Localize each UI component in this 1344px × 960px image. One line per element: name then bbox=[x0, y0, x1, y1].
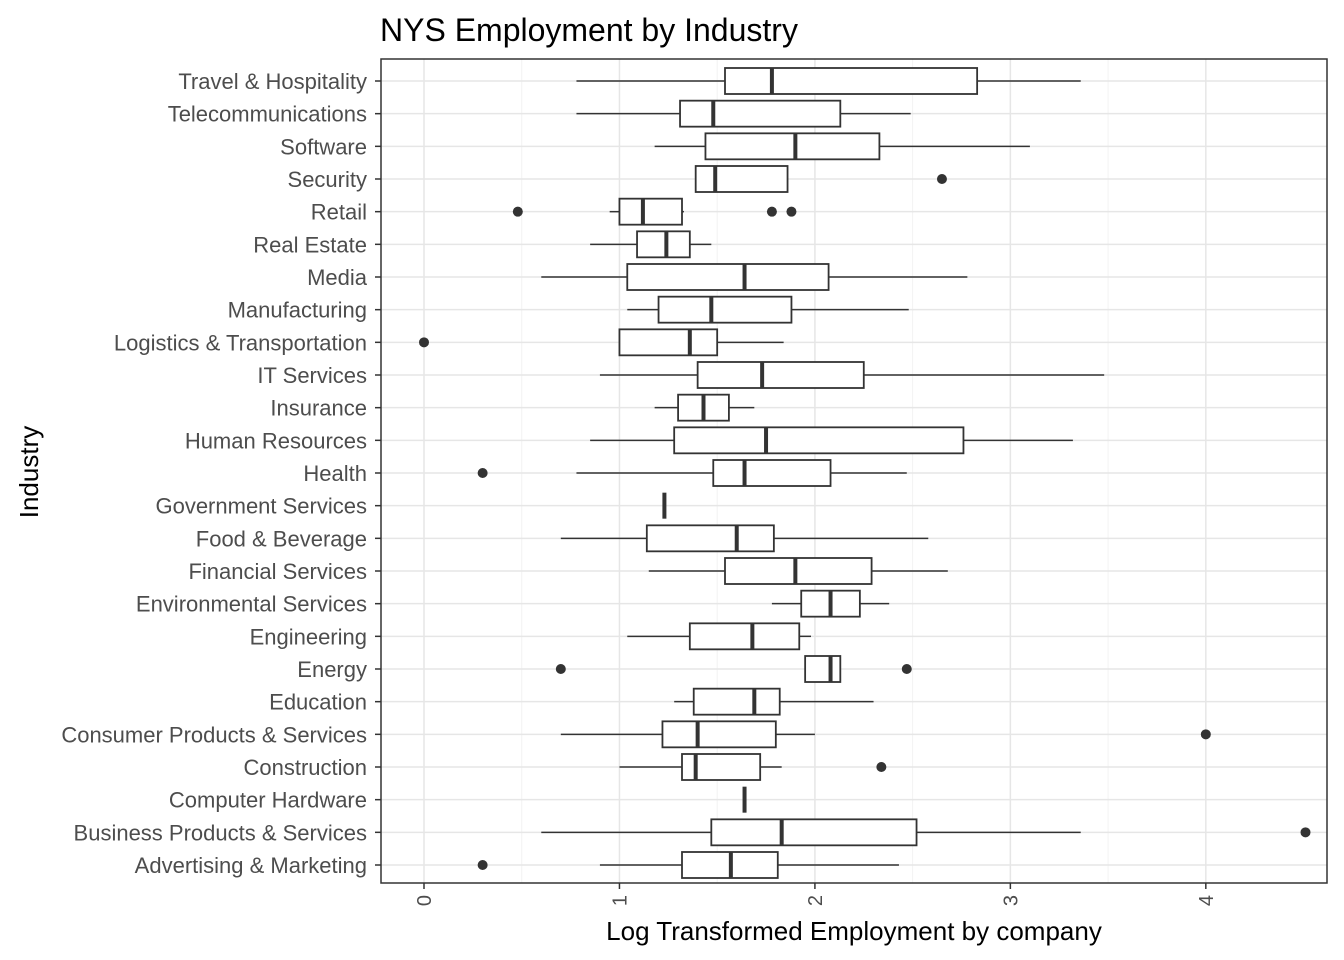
box-iqr bbox=[645, 524, 775, 553]
y-tick-label: Travel & Hospitality bbox=[178, 69, 367, 94]
y-tick-label: Retail bbox=[311, 200, 367, 225]
outlier-point bbox=[936, 174, 947, 184]
y-axis-title: Industry bbox=[14, 426, 44, 519]
outlier-point bbox=[512, 206, 523, 217]
y-tick-label: Consumer Products & Services bbox=[61, 722, 367, 747]
outlier-point bbox=[419, 337, 429, 348]
box-iqr bbox=[626, 263, 830, 291]
y-tick-label: Food & Beverage bbox=[196, 526, 367, 551]
y-tick-label: Human Resources bbox=[185, 428, 367, 453]
box-item bbox=[560, 524, 929, 553]
box-iqr bbox=[679, 99, 842, 128]
outlier-point bbox=[876, 762, 887, 772]
y-tick-label: Manufacturing bbox=[228, 298, 367, 323]
box-iqr bbox=[661, 720, 777, 749]
box-item bbox=[576, 99, 911, 128]
y-tick-label: Business Products & Services bbox=[74, 820, 367, 845]
box-item bbox=[590, 426, 1073, 455]
box-item bbox=[619, 753, 887, 781]
box-item bbox=[654, 132, 1030, 161]
box-item bbox=[555, 655, 912, 683]
y-tick-label: Financial Services bbox=[188, 559, 367, 584]
y-tick-label: Education bbox=[269, 690, 367, 715]
outlier-point bbox=[766, 206, 777, 217]
y-tick-label: Engineering bbox=[250, 624, 367, 649]
box-item bbox=[477, 851, 899, 879]
x-tick-label: 2 bbox=[805, 895, 827, 906]
y-tick-label: Real Estate bbox=[253, 232, 367, 257]
y-tick-label: Health bbox=[303, 461, 367, 486]
outlier-point bbox=[477, 860, 488, 870]
box-iqr bbox=[710, 818, 918, 847]
plot-background bbox=[381, 59, 1327, 883]
box-item bbox=[694, 165, 947, 193]
plot-border bbox=[380, 58, 1328, 884]
y-tick-label: Media bbox=[307, 265, 368, 290]
box-iqr bbox=[681, 753, 762, 781]
y-tick-label: Construction bbox=[243, 755, 367, 780]
y-tick-label: Government Services bbox=[155, 494, 367, 519]
y-tick-label: Advertising & Marketing bbox=[135, 853, 367, 878]
x-tick-label: 0 bbox=[414, 895, 436, 906]
box-iqr bbox=[692, 687, 781, 716]
box-item bbox=[648, 557, 948, 585]
box-item bbox=[541, 263, 968, 291]
y-tick-label: Environmental Services bbox=[136, 592, 367, 617]
box-iqr bbox=[673, 426, 965, 455]
box-iqr bbox=[724, 557, 873, 585]
x-tick-label: 1 bbox=[609, 895, 631, 906]
outlier-point bbox=[786, 206, 797, 217]
box-iqr bbox=[804, 655, 842, 683]
outlier-point bbox=[1200, 729, 1211, 740]
box-iqr bbox=[696, 361, 865, 389]
box-item bbox=[590, 230, 712, 259]
box-item bbox=[560, 720, 1211, 749]
box-item bbox=[627, 295, 909, 324]
box-item bbox=[771, 589, 890, 618]
x-tick-label: 4 bbox=[1196, 895, 1218, 906]
y-tick-label: Computer Hardware bbox=[169, 788, 367, 813]
plot-panel bbox=[381, 59, 1327, 883]
chart-title: NYS Employment by Industry bbox=[380, 12, 798, 48]
box-iqr bbox=[636, 230, 691, 259]
box-iqr bbox=[688, 622, 801, 651]
y-tick-label: Energy bbox=[297, 657, 367, 682]
x-tick-label: 3 bbox=[1000, 895, 1022, 906]
box-item bbox=[576, 67, 1081, 95]
y-tick-label: Insurance bbox=[270, 396, 367, 421]
y-tick-label: Telecommunications bbox=[168, 102, 367, 127]
outlier-point bbox=[901, 664, 912, 674]
y-tick-label: IT Services bbox=[257, 363, 367, 388]
boxes-layer bbox=[419, 67, 1311, 879]
y-tick-label: Security bbox=[288, 167, 367, 192]
y-tick-labels: Travel & Hospitality Telecommunications So… bbox=[61, 69, 381, 878]
box-item bbox=[512, 197, 797, 226]
x-tick-labels: 0 1 2 3 4 bbox=[414, 883, 1218, 906]
box-item bbox=[419, 328, 784, 357]
box-iqr bbox=[724, 67, 979, 95]
y-tick-label: Logistics & Transportation bbox=[114, 330, 367, 355]
box-iqr bbox=[712, 459, 832, 487]
box-item bbox=[599, 361, 1105, 389]
outlier-point bbox=[477, 468, 488, 478]
box-item bbox=[477, 459, 907, 487]
box-item bbox=[627, 622, 811, 651]
box-item bbox=[654, 393, 755, 422]
x-axis-title: Log Transformed Employment by company bbox=[606, 916, 1102, 946]
box-iqr bbox=[618, 197, 683, 226]
box-item bbox=[541, 818, 1311, 847]
box-item bbox=[674, 687, 874, 716]
y-tick-label: Software bbox=[280, 134, 367, 159]
box-iqr bbox=[704, 132, 881, 161]
outlier-point bbox=[555, 664, 566, 674]
box-iqr bbox=[694, 165, 789, 193]
box-iqr bbox=[657, 295, 793, 324]
outlier-point bbox=[1300, 827, 1311, 838]
box-iqr bbox=[618, 328, 719, 357]
